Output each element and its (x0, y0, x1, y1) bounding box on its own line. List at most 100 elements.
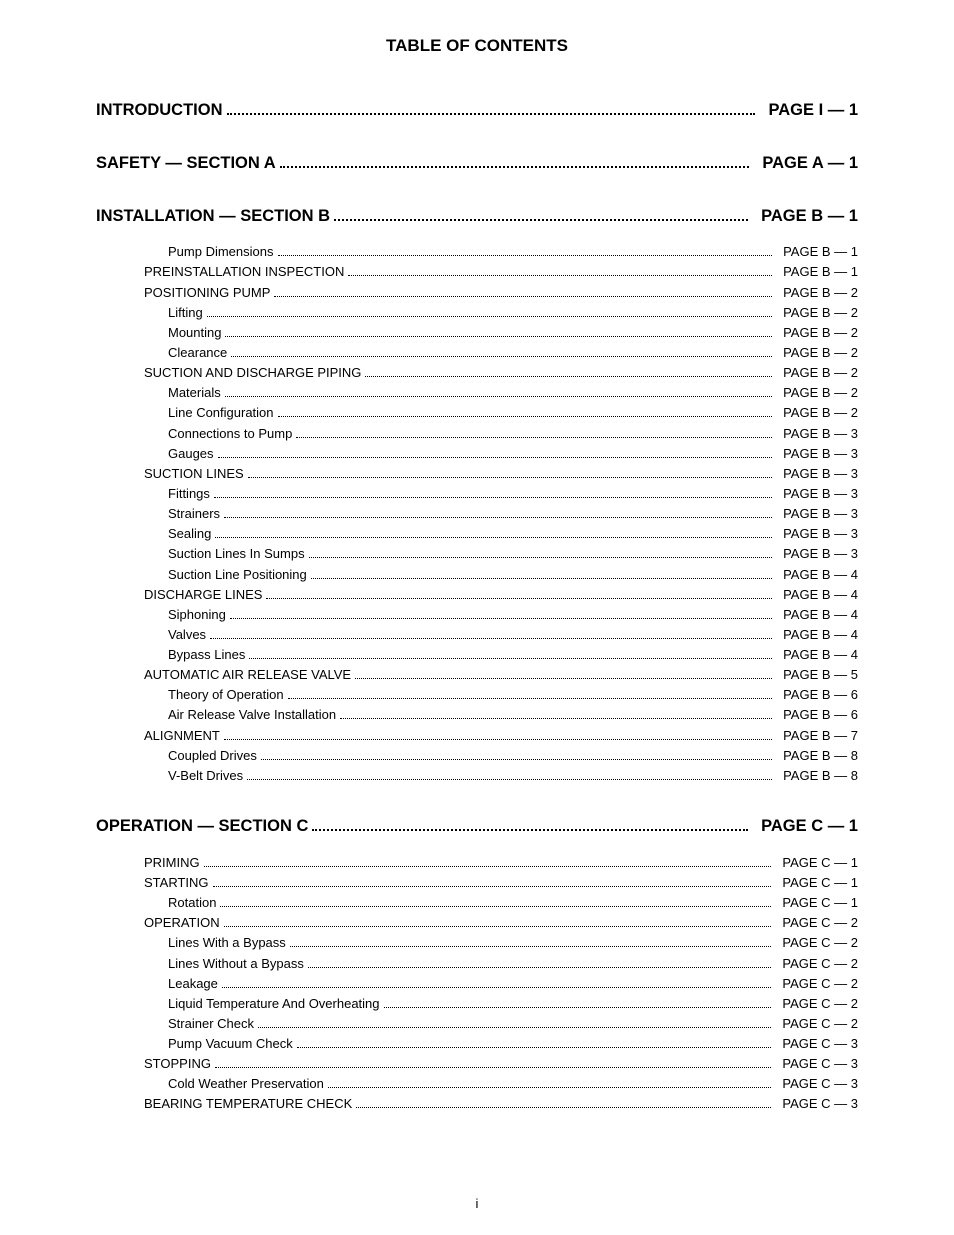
toc-item-page: PAGE B — 1 (776, 242, 858, 262)
toc-item: V-Belt Drives PAGE B — 8 (96, 766, 858, 786)
toc-item-page: PAGE B — 2 (776, 323, 858, 343)
toc-item-label: Pump Dimensions (168, 242, 274, 262)
toc-dot-leader (214, 490, 772, 498)
toc-dot-leader (311, 570, 772, 578)
toc-item-label: Line Configuration (168, 403, 274, 423)
toc-dot-leader (328, 1080, 771, 1088)
toc-item: Lifting PAGE B — 2 (96, 303, 858, 323)
toc-item-label: Suction Line Positioning (168, 565, 307, 585)
toc-section-label: INTRODUCTION (96, 98, 223, 123)
toc-item: Bypass Lines PAGE B — 4 (96, 645, 858, 665)
toc-item-page: PAGE B — 2 (776, 303, 858, 323)
toc-item-page: PAGE B — 3 (776, 444, 858, 464)
toc-dot-leader (274, 288, 771, 296)
toc-item: POSITIONING PUMP PAGE B — 2 (96, 283, 858, 303)
toc-item: Air Release Valve Installation PAGE B — … (96, 705, 858, 725)
toc-dot-leader (340, 711, 772, 719)
toc-item-label: BEARING TEMPERATURE CHECK (144, 1094, 352, 1114)
toc-item: Theory of Operation PAGE B — 6 (96, 685, 858, 705)
toc-item-page: PAGE B — 5 (776, 665, 858, 685)
toc-dot-leader (230, 611, 772, 619)
toc-dot-leader (213, 879, 772, 887)
toc-section-page: PAGE I — 1 (759, 98, 858, 123)
toc-dot-leader (215, 1060, 771, 1068)
toc-item-page: PAGE C — 2 (775, 954, 858, 974)
toc-dot-leader (280, 156, 749, 168)
toc-item: Coupled Drives PAGE B — 8 (96, 746, 858, 766)
toc-item-page: PAGE B — 8 (776, 766, 858, 786)
toc-item: Lines With a Bypass PAGE C — 2 (96, 933, 858, 953)
toc-section-page: PAGE B — 1 (752, 204, 858, 229)
toc-item-page: PAGE C — 1 (775, 893, 858, 913)
toc-item-page: PAGE B — 7 (776, 726, 858, 746)
toc-item-page: PAGE B — 8 (776, 746, 858, 766)
toc-dot-leader (365, 369, 771, 377)
toc-item: Pump Dimensions PAGE B — 1 (96, 242, 858, 262)
toc-item-label: POSITIONING PUMP (144, 283, 270, 303)
toc-dot-leader (266, 591, 771, 599)
toc-item-page: PAGE C — 1 (775, 873, 858, 893)
toc-item-page: PAGE B — 6 (776, 685, 858, 705)
toc-item: Liquid Temperature And Overheating PAGE … (96, 994, 858, 1014)
toc-dot-leader (288, 691, 772, 699)
toc-item-page: PAGE B — 6 (776, 705, 858, 725)
toc-item: PREINSTALLATION INSPECTION PAGE B — 1 (96, 262, 858, 282)
page-number: i (0, 1196, 954, 1211)
toc-item-page: PAGE B — 4 (776, 645, 858, 665)
toc-item-label: Leakage (168, 974, 218, 994)
toc-dot-leader (248, 470, 772, 478)
toc-section: SAFETY — SECTION A PAGE A — 1 (96, 151, 858, 176)
toc-item-page: PAGE B — 3 (776, 464, 858, 484)
toc-item: BEARING TEMPERATURE CHECK PAGE C — 3 (96, 1094, 858, 1114)
toc-item-page: PAGE B — 3 (776, 524, 858, 544)
toc-item: Materials PAGE B — 2 (96, 383, 858, 403)
toc-item: DISCHARGE LINES PAGE B — 4 (96, 585, 858, 605)
toc-section: INTRODUCTION PAGE I — 1 (96, 98, 858, 123)
document-page: TABLE OF CONTENTS INTRODUCTION PAGE I — … (0, 0, 954, 1235)
toc-dot-leader (247, 772, 772, 780)
toc-item: Line Configuration PAGE B — 2 (96, 403, 858, 423)
toc-root: INTRODUCTION PAGE I — 1 SAFETY — SECTION … (96, 98, 858, 1115)
toc-item-page: PAGE C — 2 (775, 1014, 858, 1034)
toc-dot-leader (224, 731, 772, 739)
toc-item: Rotation PAGE C — 1 (96, 893, 858, 913)
toc-item-label: PRIMING (144, 853, 200, 873)
toc-dot-leader (222, 980, 771, 988)
toc-dot-leader (348, 268, 772, 276)
toc-item-page: PAGE B — 3 (776, 544, 858, 564)
toc-item-label: Coupled Drives (168, 746, 257, 766)
toc-item-page: PAGE C — 3 (775, 1034, 858, 1054)
toc-item-page: PAGE B — 4 (776, 565, 858, 585)
toc-item-page: PAGE B — 4 (776, 625, 858, 645)
toc-dot-leader (355, 671, 772, 679)
toc-item: STOPPING PAGE C — 3 (96, 1054, 858, 1074)
toc-item-page: PAGE B — 2 (776, 283, 858, 303)
toc-item: Suction Line Positioning PAGE B — 4 (96, 565, 858, 585)
toc-item: Pump Vacuum Check PAGE C — 3 (96, 1034, 858, 1054)
toc-item-label: Rotation (168, 893, 216, 913)
toc-dot-leader (249, 651, 772, 659)
toc-item-label: ALIGNMENT (144, 726, 220, 746)
toc-dot-leader (261, 752, 772, 760)
toc-dot-leader (297, 1040, 771, 1048)
toc-item-label: DISCHARGE LINES (144, 585, 262, 605)
toc-dot-leader (308, 959, 771, 967)
toc-section-label: OPERATION — SECTION C (96, 814, 308, 839)
toc-dot-leader (220, 899, 771, 907)
toc-sub-block: PRIMING PAGE C — 1STARTING PAGE C — 1Rot… (96, 853, 858, 1115)
toc-item-page: PAGE B — 3 (776, 504, 858, 524)
toc-dot-leader (290, 939, 771, 947)
toc-item: Mounting PAGE B — 2 (96, 323, 858, 343)
toc-item-page: PAGE B — 2 (776, 363, 858, 383)
toc-item-label: Siphoning (168, 605, 226, 625)
toc-item: Sealing PAGE B — 3 (96, 524, 858, 544)
toc-item-label: STOPPING (144, 1054, 211, 1074)
toc-item-label: SUCTION AND DISCHARGE PIPING (144, 363, 361, 383)
toc-item: Connections to Pump PAGE B — 3 (96, 424, 858, 444)
toc-item-label: Cold Weather Preservation (168, 1074, 324, 1094)
toc-item-page: PAGE B — 4 (776, 585, 858, 605)
toc-item: PRIMING PAGE C — 1 (96, 853, 858, 873)
toc-item-page: PAGE C — 2 (775, 933, 858, 953)
toc-dot-leader (258, 1020, 771, 1028)
toc-item-label: SUCTION LINES (144, 464, 244, 484)
